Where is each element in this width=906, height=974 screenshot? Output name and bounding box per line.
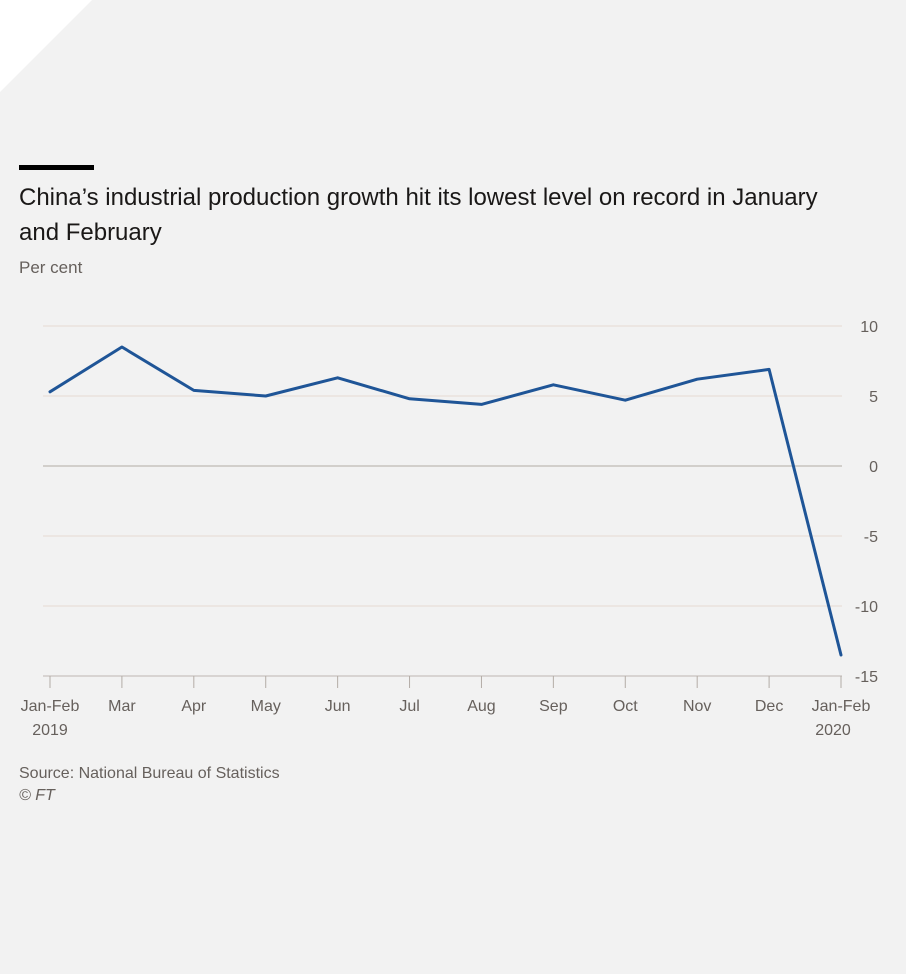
x-tick-label: Jan-Feb <box>812 698 871 715</box>
y-tick-label: 5 <box>869 389 878 406</box>
title-accent-bar <box>19 165 94 170</box>
source-note: Source: National Bureau of Statistics <box>19 765 280 782</box>
x-tick-label: Mar <box>108 698 136 715</box>
chart-subtitle: Per cent <box>19 258 83 277</box>
x-tick-year-label: 2020 <box>815 722 851 739</box>
chart-title: China’s industrial production growth hit… <box>19 184 818 246</box>
corner-decoration <box>0 0 92 92</box>
y-tick-label: 10 <box>860 319 878 336</box>
series-line <box>48 345 843 657</box>
y-axis: 10 5 0 -5 -10 -15 <box>855 319 878 686</box>
x-tick-label: Apr <box>181 698 207 715</box>
x-tick-label: Sep <box>539 698 568 715</box>
grid-layer <box>43 325 842 677</box>
x-tick-label: Aug <box>467 698 495 715</box>
copyright-note: © FT <box>19 787 55 804</box>
y-tick-label: -15 <box>855 669 878 686</box>
y-tick-label: -10 <box>855 599 878 616</box>
series-layer <box>48 345 843 657</box>
x-tick-label: Jan-Feb <box>21 698 80 715</box>
x-tick-year-label: 2019 <box>32 722 68 739</box>
x-axis: Jan-Feb 2019 Mar Apr May Jun Jul Aug Sep Oct Nov De… <box>21 676 871 739</box>
x-tick-label: Dec <box>755 698 783 715</box>
y-tick-label: 0 <box>869 459 878 476</box>
line-chart: 10 5 0 -5 -10 -15 Jan-Feb 2019 Mar Apr May Jun Jul A… <box>21 319 878 739</box>
x-tick-label: Jul <box>399 698 419 715</box>
x-tick-label: Oct <box>613 698 638 715</box>
x-tick-label: Jun <box>325 698 351 715</box>
x-tick-label: May <box>251 698 281 715</box>
x-tick-label: Nov <box>683 698 711 715</box>
y-tick-label: -5 <box>864 529 878 546</box>
